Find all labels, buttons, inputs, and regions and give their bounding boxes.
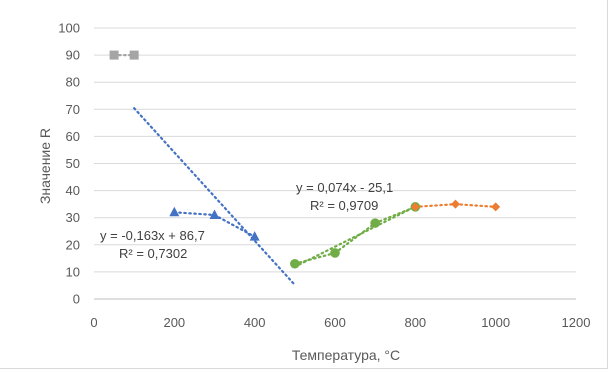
x-tick-label: 1200 [562, 315, 591, 330]
trendline [133, 107, 296, 287]
series-connector [333, 222, 377, 255]
y-tick-label: 100 [58, 21, 80, 36]
y-tick-label: 60 [66, 129, 80, 144]
data-point [410, 202, 420, 212]
y-tick-label: 20 [66, 237, 80, 252]
gridlines [94, 27, 576, 300]
series-connector [414, 203, 457, 208]
data-point [249, 231, 260, 241]
data-point [169, 206, 180, 217]
x-axis-title: Температура, °C [292, 347, 400, 363]
x-tick-label: 1000 [481, 315, 510, 330]
data-point [209, 209, 220, 219]
y-tick-label: 30 [66, 210, 80, 225]
series-connector [293, 251, 337, 265]
data-point [129, 50, 139, 60]
x-tick-label: 200 [163, 315, 185, 330]
series-connector [173, 211, 216, 217]
y-tick-label: 80 [66, 75, 80, 90]
data-point [330, 248, 340, 258]
data-series [109, 50, 501, 269]
x-tick-label: 800 [404, 315, 426, 330]
series-connector [374, 205, 417, 225]
y-tick-label: 50 [66, 156, 80, 171]
y-tick-label: 10 [66, 264, 80, 279]
x-tick-label: 600 [324, 315, 346, 330]
y-tick-label: 0 [73, 292, 80, 307]
data-point [109, 50, 119, 60]
series-connector [454, 203, 497, 208]
blue-trend-equation: y = -0,163x + 86,7 [100, 228, 205, 243]
y-axis-title: Значение R [37, 128, 53, 204]
data-point [491, 202, 501, 212]
blue-trend-r2: R² = 0,7302 [119, 246, 187, 261]
x-tick-label: 0 [90, 315, 97, 330]
green-trend-r2: R² = 0,9709 [310, 198, 378, 213]
x-tick-label: 400 [244, 315, 266, 330]
data-point [370, 218, 380, 228]
y-tick-label: 40 [66, 183, 80, 198]
y-tick-label: 90 [66, 48, 80, 63]
y-tick-label: 70 [66, 102, 80, 117]
green-trend-equation: y = 0,074x - 25,1 [296, 180, 393, 195]
data-point [290, 258, 300, 269]
data-point [451, 199, 460, 209]
